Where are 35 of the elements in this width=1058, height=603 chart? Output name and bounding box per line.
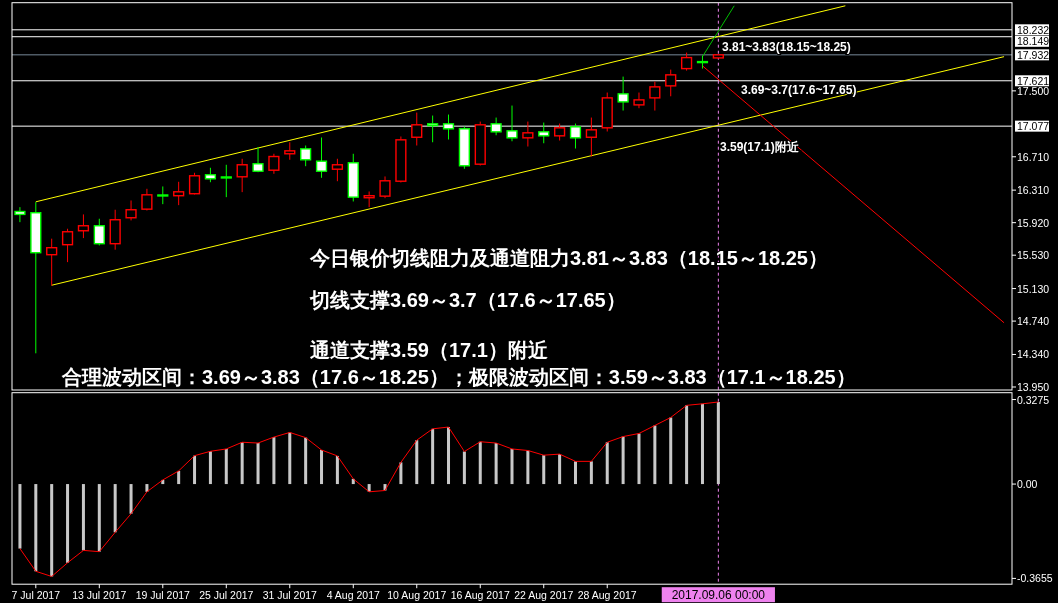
ref-line-label: 17.932 [1017, 48, 1050, 61]
annotation: 3.81~3.83(18.15~18.25) [722, 40, 851, 54]
annotation: 3.69~3.7(17.6~17.65) [741, 83, 857, 97]
x-tick-label: 22 Aug 2017 [514, 589, 574, 602]
x-tick-label: 16 Aug 2017 [450, 589, 510, 602]
ref-line-label: 18.149 [1017, 35, 1050, 48]
y-tick-label: 14.340 [1017, 348, 1050, 361]
y-tick-label: 13.950 [1017, 381, 1050, 393]
annotation: 切线支撑3.69～3.7（17.6～17.65） [309, 289, 626, 311]
ref-line-label: 18.232 [1017, 23, 1050, 36]
annotation: 合理波动区间：3.69～3.83（17.6～18.25）；极限波动区间：3.59～3.83（17.1～18.25） [61, 366, 856, 388]
y-tick-label: 15.130 [1017, 282, 1050, 295]
y-tick-label: 14.740 [1017, 315, 1050, 328]
x-tick-label: 25 Jul 2017 [199, 589, 254, 602]
x-tick-label: 2017.09.06 00:00 [671, 588, 766, 603]
x-tick-label: 7 Jul 2017 [11, 589, 61, 602]
y-tick-label: 15.920 [1017, 216, 1050, 229]
x-tick-label: 31 Jul 2017 [262, 589, 318, 602]
x-tick-label: 4 Aug 2017 [326, 589, 380, 602]
y-tick-label: 16.710 [1017, 150, 1050, 163]
y-tick-label: 0.00 [1017, 478, 1038, 491]
annotation: 通道支撑3.59（17.1）附近 [309, 339, 548, 361]
x-tick-label: 13 Jul 2017 [72, 589, 127, 602]
x-tick-label: 10 Aug 2017 [387, 589, 447, 602]
y-tick-label: -0.3655 [1017, 572, 1053, 585]
x-tick-label: 28 Aug 2017 [577, 589, 637, 602]
y-tick-label: 17.500 [1017, 84, 1050, 97]
y-tick-label: 0.3275 [1017, 393, 1050, 406]
annotation: 3.59(17.1)附近 [720, 140, 800, 154]
ref-line-label: 17.621 [1017, 74, 1050, 87]
y-tick-label: 16.310 [1017, 184, 1050, 197]
y-tick-label: 15.530 [1017, 249, 1050, 262]
ref-line-label: 17.077 [1017, 120, 1050, 133]
annotation: 今日银价切线阻力及通道阻力3.81～3.83（18.15～18.25） [309, 247, 828, 269]
x-tick-label: 19 Jul 2017 [135, 589, 191, 602]
